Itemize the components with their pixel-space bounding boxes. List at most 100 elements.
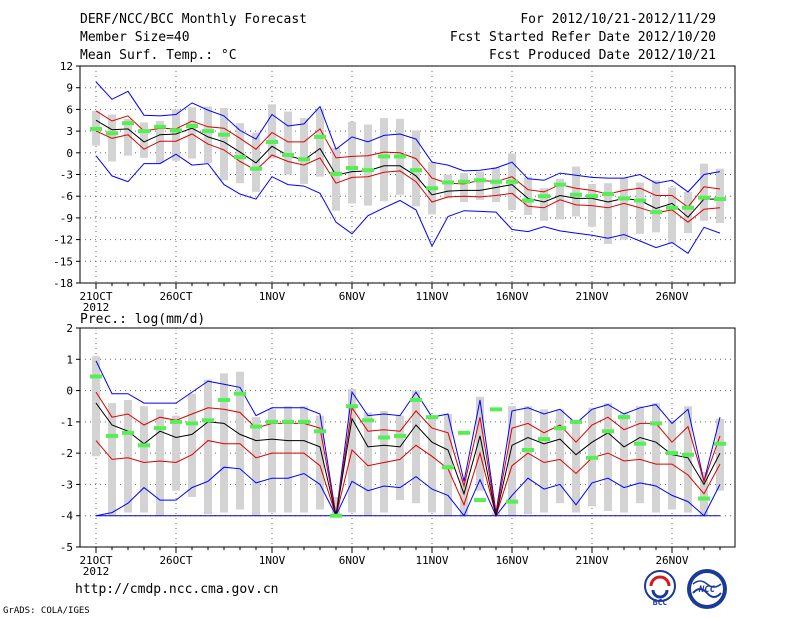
- series-upper-quartile-line: [95, 110, 721, 208]
- spread-box: [508, 406, 516, 516]
- observed-marker: [650, 421, 662, 426]
- spread-box: [572, 421, 580, 513]
- observed-marker: [634, 441, 646, 446]
- spread-box: [364, 412, 372, 516]
- spread-box: [284, 111, 292, 175]
- panel-1: -18 -15 -12 -9 -6 -3 0 3 6 9 12 21OCT 26OCT 1NOV 6NOV 1…: [53, 60, 736, 314]
- observed-marker: [106, 433, 118, 438]
- observed-marker: [282, 419, 294, 424]
- spread-box: [412, 390, 420, 504]
- x-year-label: 2012: [83, 565, 110, 578]
- spread-box: [236, 123, 244, 184]
- x-tick-label: 26OCT: [159, 290, 192, 303]
- spread-box: [156, 120, 164, 163]
- spread-box: [572, 166, 580, 217]
- y-tick-label: 0: [66, 147, 73, 160]
- y-tick-label: -9: [60, 212, 73, 225]
- spread-box: [316, 108, 324, 177]
- y-tick-label: -6: [60, 190, 73, 203]
- observed-marker: [202, 129, 214, 134]
- observed-marker: [122, 121, 134, 126]
- spread-box: [220, 107, 228, 181]
- y-tick-label: 2: [66, 322, 73, 335]
- observed-marker: [218, 132, 230, 137]
- x-tick-label: 26OCT: [159, 554, 192, 567]
- observed-marker: [442, 180, 454, 185]
- source-url[interactable]: http://cmdp.ncc.cma.gov.cn: [75, 582, 279, 597]
- observed-marker: [666, 205, 678, 210]
- spread-box: [668, 420, 676, 510]
- spread-box: [124, 399, 132, 513]
- series-lower-quartile-line: [95, 440, 721, 518]
- bcc-logo: BCC: [644, 570, 676, 607]
- observed-marker: [666, 451, 678, 456]
- plot-frame: [79, 65, 736, 284]
- x-tick-label: 6NOV: [339, 554, 366, 567]
- observed-marker: [234, 155, 246, 160]
- spread-box: [204, 106, 212, 163]
- series-lower-quartile-line: [95, 130, 721, 223]
- observed-marker: [282, 152, 294, 157]
- spread-box: [316, 415, 324, 510]
- observed-marker: [378, 435, 390, 440]
- x-tick-label: 21NOV: [575, 290, 608, 303]
- observed-marker: [682, 452, 694, 457]
- spread-box: [140, 122, 148, 158]
- observed-marker: [426, 415, 438, 420]
- spread-box: [444, 174, 452, 199]
- observed-marker: [698, 195, 710, 200]
- x-tick-label: 21NOV: [575, 554, 608, 567]
- observed-marker: [490, 407, 502, 412]
- observed-marker: [186, 421, 198, 426]
- observed-marker: [426, 186, 438, 191]
- observed-marker: [138, 443, 150, 448]
- forecast-period-label: For 2012/10/21-2012/11/29: [520, 12, 716, 27]
- spread-box: [716, 418, 724, 491]
- bcc-logo-text: BCC: [653, 598, 668, 607]
- spread-box: [476, 396, 484, 491]
- observed-marker: [522, 448, 534, 453]
- observed-marker: [234, 391, 246, 396]
- observed-marker: [490, 179, 502, 184]
- observed-marker: [298, 157, 310, 162]
- observed-marker: [602, 429, 614, 434]
- fcst-started-label: Fcst Started Refer Date 2012/10/20: [449, 30, 716, 45]
- y-tick-label: -12: [53, 234, 73, 247]
- observed-marker: [458, 430, 470, 435]
- observed-marker: [474, 178, 486, 183]
- observed-marker: [250, 166, 262, 171]
- y-tick-label: 9: [66, 82, 73, 95]
- observed-marker: [170, 419, 182, 424]
- x-year-label: 2012: [83, 301, 110, 314]
- series-max-line: [95, 360, 721, 516]
- spread-box: [284, 406, 292, 513]
- spread-box: [380, 410, 388, 513]
- observed-marker: [458, 179, 470, 184]
- observed-marker: [554, 426, 566, 431]
- observed-marker: [106, 131, 118, 136]
- spread-box: [524, 406, 532, 515]
- observed-marker: [570, 419, 582, 424]
- spread-box: [700, 163, 708, 221]
- spread-box: [652, 403, 660, 513]
- spread-box: [380, 118, 388, 202]
- observed-marker: [394, 433, 406, 438]
- observed-marker: [618, 196, 630, 201]
- observed-marker: [538, 437, 550, 442]
- series-upper-quartile-line: [95, 391, 721, 516]
- observed-marker: [554, 182, 566, 187]
- observed-marker: [266, 139, 278, 144]
- spread-box: [604, 403, 612, 512]
- observed-marker: [266, 419, 278, 424]
- spread-box: [684, 191, 692, 234]
- series-min-line: [95, 153, 721, 255]
- x-tick-label: 11NOV: [415, 554, 448, 567]
- y-tick-label: -4: [60, 510, 74, 523]
- observed-marker: [122, 430, 134, 435]
- observed-marker: [522, 198, 534, 203]
- variable-label: Mean Surf. Temp.: °C: [80, 48, 237, 63]
- observed-marker: [570, 192, 582, 197]
- ncc-logo-text: NCC: [698, 585, 716, 595]
- series-max-line: [95, 81, 721, 193]
- observed-marker: [682, 205, 694, 210]
